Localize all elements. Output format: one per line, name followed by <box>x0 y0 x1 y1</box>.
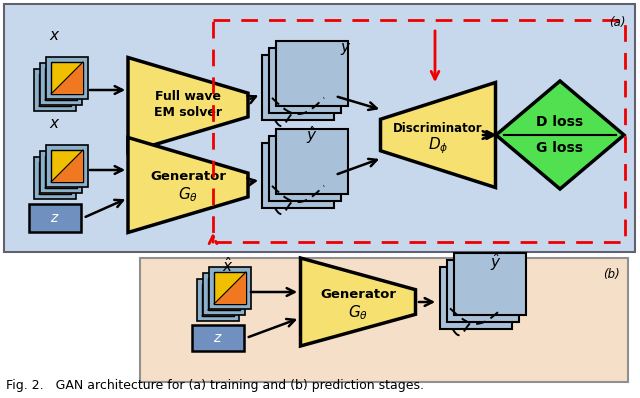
Bar <box>51 62 83 94</box>
Polygon shape <box>496 81 624 189</box>
Bar <box>447 260 519 322</box>
Bar <box>202 284 234 316</box>
Bar <box>203 273 245 315</box>
Bar <box>440 267 512 329</box>
Bar <box>276 41 348 105</box>
Polygon shape <box>214 272 246 304</box>
Polygon shape <box>128 57 248 152</box>
Bar <box>209 267 251 309</box>
Text: EM solver: EM solver <box>154 107 222 119</box>
Polygon shape <box>51 62 83 94</box>
Text: $G_{\theta}$: $G_{\theta}$ <box>178 185 198 204</box>
Bar <box>34 69 76 111</box>
Text: $\hat{y}$: $\hat{y}$ <box>306 124 317 146</box>
Bar <box>51 150 83 182</box>
Text: Discriminator: Discriminator <box>393 121 483 135</box>
Bar <box>269 47 341 113</box>
Text: Generator: Generator <box>320 289 396 302</box>
Bar <box>40 63 82 105</box>
Text: Fig. 2.   GAN architecture for (a) training and (b) prediction stages.: Fig. 2. GAN architecture for (a) trainin… <box>6 378 424 392</box>
Text: (b): (b) <box>604 268 620 281</box>
Polygon shape <box>208 278 240 310</box>
Bar <box>276 129 348 193</box>
Polygon shape <box>51 150 83 182</box>
Bar <box>269 135 341 201</box>
Bar <box>454 253 526 315</box>
Text: $y$: $y$ <box>340 41 351 57</box>
Bar <box>214 272 246 304</box>
FancyBboxPatch shape <box>4 4 635 252</box>
Bar <box>46 145 88 187</box>
Text: Full wave: Full wave <box>155 90 221 103</box>
Bar <box>45 68 77 100</box>
Polygon shape <box>381 82 495 187</box>
FancyBboxPatch shape <box>29 204 81 232</box>
Bar <box>45 156 77 188</box>
Polygon shape <box>202 284 234 316</box>
Text: $x$: $x$ <box>49 115 61 131</box>
Bar <box>39 74 71 106</box>
FancyBboxPatch shape <box>140 258 628 382</box>
Text: (a): (a) <box>609 16 626 29</box>
Text: $D_{\phi}$: $D_{\phi}$ <box>428 136 448 156</box>
Bar <box>197 279 239 321</box>
Polygon shape <box>128 137 248 232</box>
Text: $G_{\theta}$: $G_{\theta}$ <box>348 304 368 322</box>
Text: $z$: $z$ <box>213 331 223 345</box>
Text: Generator: Generator <box>150 170 226 183</box>
Bar <box>46 57 88 99</box>
Bar <box>262 142 334 207</box>
Bar <box>34 157 76 199</box>
Text: $\hat{y}$: $\hat{y}$ <box>490 251 502 273</box>
Text: $x$: $x$ <box>49 27 61 43</box>
Polygon shape <box>39 162 71 194</box>
Polygon shape <box>45 68 77 100</box>
Text: D loss: D loss <box>536 115 584 129</box>
Text: G loss: G loss <box>536 141 584 155</box>
Polygon shape <box>45 156 77 188</box>
Bar <box>40 151 82 193</box>
Bar <box>208 278 240 310</box>
Polygon shape <box>39 74 71 106</box>
FancyBboxPatch shape <box>192 325 244 351</box>
Text: $z$: $z$ <box>50 211 60 225</box>
Polygon shape <box>301 258 415 346</box>
Text: $\hat{x}$: $\hat{x}$ <box>222 257 234 275</box>
Bar <box>262 55 334 119</box>
Bar <box>39 162 71 194</box>
